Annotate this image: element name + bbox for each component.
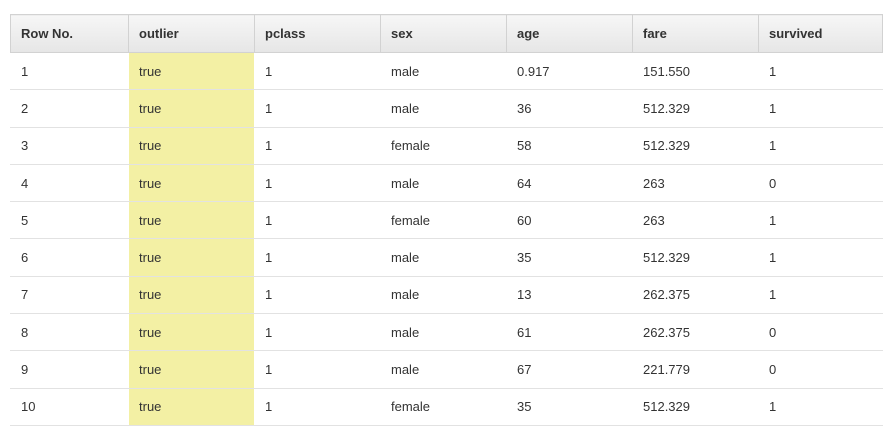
cell-row-no: 2 bbox=[10, 89, 129, 128]
cell-survived: 1 bbox=[758, 127, 883, 165]
cell-outlier: true bbox=[128, 350, 255, 389]
cell-fare: 512.329 bbox=[632, 388, 759, 426]
cell-fare: 263 bbox=[632, 164, 759, 203]
table-row[interactable]: 9 true 1 male 67 221.779 0 bbox=[10, 350, 883, 389]
cell-sex: male bbox=[380, 164, 507, 203]
cell-age: 36 bbox=[506, 89, 633, 128]
table-row[interactable]: 6 true 1 male 35 512.329 1 bbox=[10, 238, 883, 277]
cell-pclass: 1 bbox=[254, 388, 381, 426]
cell-row-no: 5 bbox=[10, 201, 129, 240]
table-row[interactable]: 10 true 1 female 35 512.329 1 bbox=[10, 388, 883, 426]
cell-outlier: true bbox=[128, 276, 255, 315]
cell-age: 64 bbox=[506, 164, 633, 203]
cell-age: 60 bbox=[506, 201, 633, 240]
cell-fare: 512.329 bbox=[632, 89, 759, 128]
cell-row-no: 9 bbox=[10, 350, 129, 389]
cell-survived: 1 bbox=[758, 276, 883, 315]
cell-outlier: true bbox=[128, 238, 255, 277]
cell-age: 67 bbox=[506, 350, 633, 389]
cell-age: 13 bbox=[506, 276, 633, 315]
cell-pclass: 1 bbox=[254, 89, 381, 128]
cell-row-no: 1 bbox=[10, 52, 129, 91]
cell-outlier: true bbox=[128, 52, 255, 91]
cell-outlier: true bbox=[128, 388, 255, 426]
cell-age: 35 bbox=[506, 388, 633, 426]
cell-row-no: 8 bbox=[10, 313, 129, 352]
cell-pclass: 1 bbox=[254, 127, 381, 165]
cell-row-no: 4 bbox=[10, 164, 129, 203]
cell-pclass: 1 bbox=[254, 52, 381, 91]
cell-pclass: 1 bbox=[254, 313, 381, 352]
cell-pclass: 1 bbox=[254, 276, 381, 315]
cell-outlier: true bbox=[128, 313, 255, 352]
cell-fare: 151.550 bbox=[632, 52, 759, 91]
cell-survived: 1 bbox=[758, 238, 883, 277]
cell-pclass: 1 bbox=[254, 201, 381, 240]
cell-pclass: 1 bbox=[254, 164, 381, 203]
table-row[interactable]: 8 true 1 male 61 262.375 0 bbox=[10, 313, 883, 352]
cell-age: 0.917 bbox=[506, 52, 633, 91]
table-body: 1 true 1 male 0.917 151.550 1 2 true 1 male 36 512.3… bbox=[10, 52, 883, 426]
cell-sex: male bbox=[380, 89, 507, 128]
cell-sex: male bbox=[380, 350, 507, 389]
table-row[interactable]: 1 true 1 male 0.917 151.550 1 bbox=[10, 52, 883, 91]
cell-sex: male bbox=[380, 313, 507, 352]
column-header-sex[interactable]: sex bbox=[380, 14, 507, 53]
table-row[interactable]: 7 true 1 male 13 262.375 1 bbox=[10, 276, 883, 315]
cell-outlier: true bbox=[128, 127, 255, 165]
cell-fare: 221.779 bbox=[632, 350, 759, 389]
cell-row-no: 10 bbox=[10, 388, 129, 426]
cell-fare: 512.329 bbox=[632, 238, 759, 277]
cell-pclass: 1 bbox=[254, 350, 381, 389]
cell-sex: female bbox=[380, 201, 507, 240]
cell-outlier: true bbox=[128, 201, 255, 240]
cell-sex: female bbox=[380, 127, 507, 165]
column-header-age[interactable]: age bbox=[506, 14, 633, 53]
cell-survived: 0 bbox=[758, 350, 883, 389]
cell-fare: 262.375 bbox=[632, 313, 759, 352]
column-header-row-no[interactable]: Row No. bbox=[10, 14, 129, 53]
cell-row-no: 3 bbox=[10, 127, 129, 165]
cell-age: 35 bbox=[506, 238, 633, 277]
column-header-fare[interactable]: fare bbox=[632, 14, 759, 53]
cell-sex: male bbox=[380, 276, 507, 315]
cell-row-no: 6 bbox=[10, 238, 129, 277]
cell-fare: 262.375 bbox=[632, 276, 759, 315]
cell-age: 58 bbox=[506, 127, 633, 165]
cell-survived: 0 bbox=[758, 313, 883, 352]
cell-row-no: 7 bbox=[10, 276, 129, 315]
table-row[interactable]: 2 true 1 male 36 512.329 1 bbox=[10, 89, 883, 128]
column-header-pclass[interactable]: pclass bbox=[254, 14, 381, 53]
table-row[interactable]: 3 true 1 female 58 512.329 1 bbox=[10, 127, 883, 165]
cell-age: 61 bbox=[506, 313, 633, 352]
cell-outlier: true bbox=[128, 164, 255, 203]
cell-survived: 1 bbox=[758, 89, 883, 128]
cell-outlier: true bbox=[128, 89, 255, 128]
cell-sex: male bbox=[380, 52, 507, 91]
column-header-outlier[interactable]: outlier bbox=[128, 14, 255, 53]
cell-sex: male bbox=[380, 238, 507, 277]
cell-fare: 512.329 bbox=[632, 127, 759, 165]
data-table-container: Row No. outlier pclass sex age fare surv… bbox=[10, 14, 883, 426]
cell-survived: 1 bbox=[758, 388, 883, 426]
column-header-survived[interactable]: survived bbox=[758, 14, 883, 53]
table-row[interactable]: 5 true 1 female 60 263 1 bbox=[10, 201, 883, 240]
table-row[interactable]: 4 true 1 male 64 263 0 bbox=[10, 164, 883, 203]
cell-pclass: 1 bbox=[254, 238, 381, 277]
cell-sex: female bbox=[380, 388, 507, 426]
cell-survived: 1 bbox=[758, 52, 883, 91]
cell-survived: 1 bbox=[758, 201, 883, 240]
cell-fare: 263 bbox=[632, 201, 759, 240]
header-row: Row No. outlier pclass sex age fare surv… bbox=[10, 14, 883, 53]
cell-survived: 0 bbox=[758, 164, 883, 203]
data-table: Row No. outlier pclass sex age fare surv… bbox=[10, 14, 883, 426]
